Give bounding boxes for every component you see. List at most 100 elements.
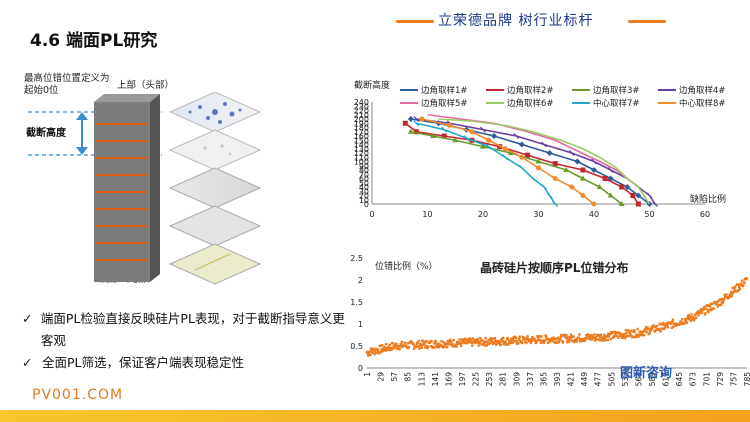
data-point [470,341,473,344]
data-point [560,334,564,337]
data-point [719,298,722,302]
data-point [651,326,654,329]
chart2-xtick-label: 673 [689,372,698,387]
data-point [482,340,486,343]
data-point [601,339,605,342]
chart1-ytick-label: 140 [354,141,369,150]
slice-lines [96,123,148,261]
data-point [499,343,502,346]
series-point [569,184,575,190]
series-point [507,150,514,155]
data-point [643,329,646,333]
chart1-ylabel: 截断高度 [354,79,390,91]
data-point [475,341,479,344]
data-point [416,345,420,348]
data-point [369,353,372,357]
series-point [646,192,653,199]
chart1-xtick-label: 30 [533,210,543,219]
chart2-xtick-label: 113 [417,372,426,387]
data-point [663,327,666,331]
data-point [477,344,480,347]
data-point [671,320,674,323]
data-point [745,277,749,280]
data-point [708,305,712,308]
data-point [622,336,625,339]
chart2-ytick-label: 2.5 [350,254,363,263]
data-point [426,345,430,349]
chart1-ytick-label: 10 [359,196,369,205]
data-point [629,329,633,333]
data-point [510,337,513,341]
data-point [671,318,675,322]
data-point [414,345,418,349]
data-point [371,351,375,355]
series-point [502,154,509,161]
chart2-xtick-label: 393 [553,372,562,387]
wafer-3 [168,167,262,209]
chart1-ytick-label: 200 [354,115,369,124]
data-point [644,328,647,331]
data-point [416,341,419,345]
chart2-xtick-label: 1 [363,372,372,377]
data-point [586,333,590,336]
data-point [620,336,623,340]
data-point [509,341,512,345]
data-point [430,340,433,343]
data-point [412,343,415,346]
block-top-face [94,94,160,102]
data-point [638,333,641,336]
data-point [451,342,454,346]
chart1-ytick-label: 180 [354,124,369,133]
data-point [536,336,540,339]
data-point [529,338,532,341]
chart1-ytick-label: 110 [354,153,369,162]
data-point [441,344,444,348]
data-point [634,335,637,339]
chart2-xtick-label: 197 [458,372,467,387]
data-point [384,349,387,352]
data-point [733,287,736,291]
series-point [652,201,659,207]
chart2-xtick-label: 337 [526,372,535,387]
data-point [521,341,524,345]
data-point [572,335,575,338]
chart2-axes: 0 0.5 1 1.5 2 2.5 1 29 57 85 113 141 169 197 225 253 281… [350,254,750,386]
data-point [728,295,731,299]
data-point [704,307,708,310]
data-point [689,319,693,322]
data-point [731,286,735,290]
series-point [463,135,470,142]
data-point [628,331,632,334]
data-point [584,337,587,341]
data-point [388,343,391,347]
data-point [379,344,382,347]
legend-label: 边角取样5# [421,98,468,109]
data-point [503,341,507,345]
data-point [557,340,561,344]
data-point [447,340,451,343]
data-point [513,340,516,343]
series-point [413,116,420,122]
data-point [617,336,620,339]
data-point [733,285,737,288]
data-point [461,341,465,344]
data-point [483,344,487,347]
data-point [505,342,508,346]
data-point [500,337,503,341]
data-point [583,339,586,343]
data-point [373,352,376,356]
series-point [519,154,525,160]
chart2-ytick-label: 1 [358,320,363,329]
check-icon: ✓ [22,355,33,370]
data-point [689,315,692,319]
series-point [541,141,548,148]
chart2-xtick-label: 477 [594,372,603,387]
data-point [465,341,469,344]
data-point [507,339,511,342]
chart2-xtick-label: 505 [607,372,616,387]
data-point [448,338,452,341]
data-point [464,338,468,341]
data-point [425,339,428,343]
data-point [629,333,632,336]
data-point [619,332,623,335]
